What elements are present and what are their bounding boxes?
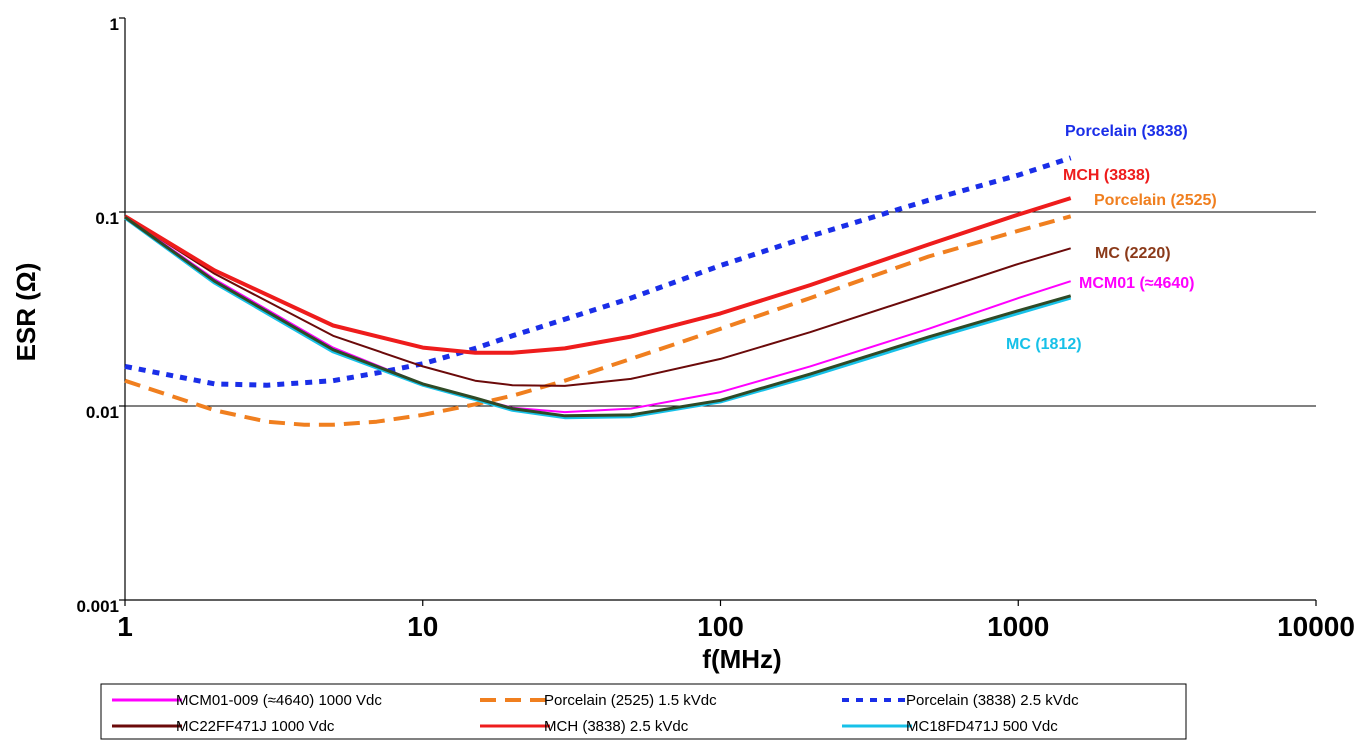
legend-label: Porcelain (3838) 2.5 kVdc — [906, 692, 1079, 709]
legend-label: MC18FD471J 500 Vdc — [906, 718, 1058, 735]
x-tick-label: 10000 — [1277, 611, 1355, 642]
x-axis-label: f(MHz) — [702, 644, 781, 674]
y-tick-label: 0.01 — [86, 403, 119, 422]
series-line-6 — [124, 215, 1072, 418]
x-tick-label: 1 — [117, 611, 133, 642]
series-annotation: Porcelain (2525) — [1094, 192, 1217, 209]
legend: MCM01-009 (≈4640) 1000 Vdc Porcelain (252… — [100, 683, 1187, 740]
y-axis-label: ESR (Ω) — [11, 263, 41, 362]
legend-label: MCM01-009 (≈4640) 1000 Vdc — [176, 692, 382, 709]
legend-label: MCH (3838) 2.5 kVdc — [544, 718, 689, 735]
legend-label: Porcelain (2525) 1.5 kVdc — [544, 692, 717, 709]
y-tick-label: 1 — [110, 15, 119, 34]
series-line-1 — [124, 214, 1072, 427]
series-line-2 — [124, 155, 1072, 388]
axes — [119, 17, 1317, 606]
series-lines — [123, 155, 1072, 427]
series-line-3 — [124, 215, 1071, 387]
series-line-5 — [124, 216, 1072, 420]
x-tick-label: 100 — [697, 611, 744, 642]
series-line-4 — [123, 196, 1072, 355]
series-line-0 — [124, 215, 1072, 414]
series-annotation: MCH (3838) — [1063, 167, 1150, 184]
series-annotation: MCM01 (≈4640) — [1079, 275, 1194, 292]
x-tick-label: 1000 — [987, 611, 1049, 642]
y-tick-label: 0.001 — [76, 597, 119, 616]
x-tick-label: 10 — [407, 611, 438, 642]
legend-label: MC22FF471J 1000 Vdc — [176, 718, 335, 735]
series-annotation: MC (1812) — [1006, 336, 1082, 353]
series-annotation: Porcelain (3838) — [1065, 123, 1188, 140]
grid-lines — [125, 211, 1316, 407]
y-tick-label: 0.1 — [95, 209, 119, 228]
legend-box — [100, 683, 1187, 740]
series-annotations: Porcelain (3838) MCH (3838) Porcelain (252… — [1006, 123, 1217, 353]
x-tick-labels: 1 10 100 1000 10000 — [117, 611, 1355, 642]
y-tick-labels: 0.001 0.01 0.1 1 — [76, 15, 119, 616]
series-annotation: MC (2220) — [1095, 245, 1171, 262]
